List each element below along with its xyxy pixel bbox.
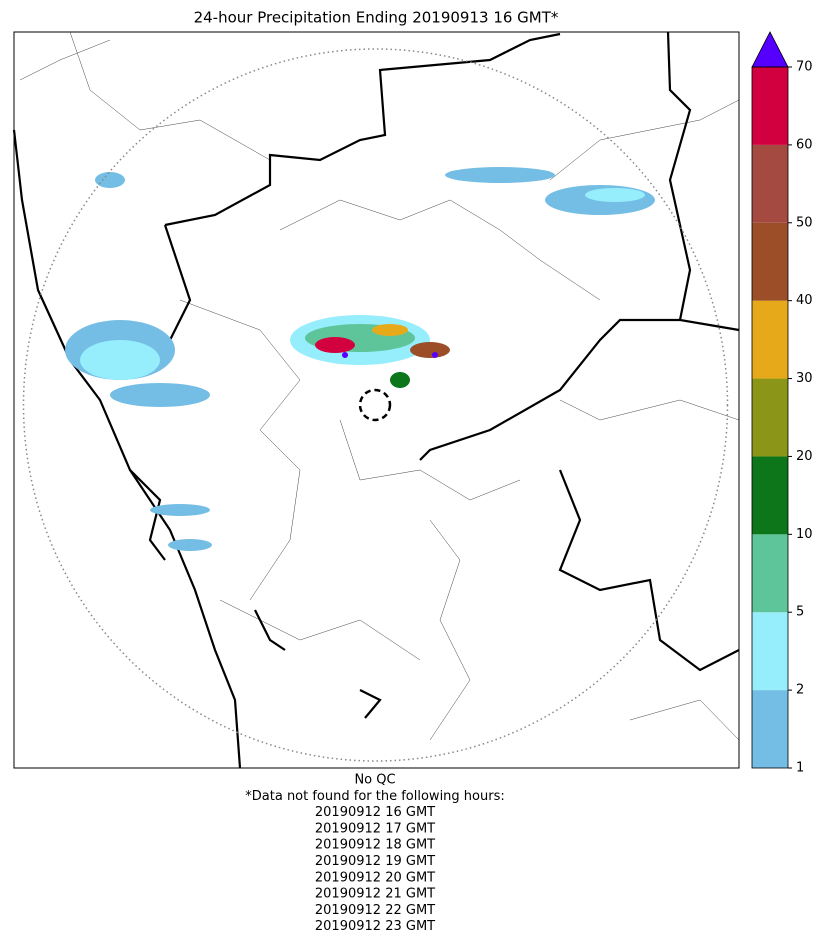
- colorbar-segment: [752, 456, 788, 535]
- colorbar-segment: [752, 300, 788, 379]
- colorbar-tick-label: 70: [796, 60, 813, 75]
- colorbar-tick-label: 20: [796, 449, 813, 464]
- colorbar-tick-label: 60: [796, 137, 813, 152]
- colorbar-tick-label: 5: [796, 605, 804, 620]
- colorbar-extend: [751, 31, 789, 68]
- colorbar-segment: [752, 612, 788, 691]
- colorbar-segment: [752, 67, 788, 145]
- colorbar-tick-label: 50: [796, 215, 813, 230]
- border: [164, 32, 561, 227]
- colorbar-tick-label: 1: [796, 761, 804, 776]
- colorbar: 1 2 5 10 20 30 40 50 60 70: [751, 31, 813, 776]
- note-line: 20190912 19 GMT: [315, 854, 435, 869]
- colorbar-segment: [752, 534, 788, 613]
- note-line: 20190912 22 GMT: [315, 903, 435, 918]
- precip: [65, 167, 655, 551]
- note-line: 20190912 16 GMT: [315, 805, 435, 820]
- colorbar-tick-label: 10: [796, 527, 813, 542]
- border: [129, 469, 166, 561]
- note-line: *Data not found for the following hours:: [245, 789, 504, 804]
- note-line: 20190912 17 GMT: [315, 821, 435, 836]
- note-line: 20190912 18 GMT: [315, 838, 435, 853]
- border: [558, 469, 740, 672]
- note-line: No QC: [354, 773, 395, 788]
- border: [254, 609, 382, 719]
- colorbar-segment: [752, 378, 788, 457]
- map: [12, 31, 740, 769]
- colorbar-tick-label: 30: [796, 371, 813, 386]
- colorbar-segment: [752, 144, 788, 223]
- border: [419, 318, 680, 461]
- note-line: 20190912 21 GMT: [315, 887, 435, 902]
- note-line: 20190912 23 GMT: [315, 919, 435, 934]
- colorbar-tick-label: 2: [796, 683, 804, 698]
- colorbar-frame: [751, 66, 789, 769]
- colorbar-segment: [752, 690, 788, 768]
- notes: No QC*Data not found for the following h…: [245, 773, 504, 935]
- note-line: 20190912 20 GMT: [315, 870, 435, 885]
- colorbar-tick-label: 40: [796, 293, 813, 308]
- map-title: 24-hour Precipitation Ending 20190913 16…: [194, 9, 559, 27]
- colorbar-segment: [752, 222, 788, 301]
